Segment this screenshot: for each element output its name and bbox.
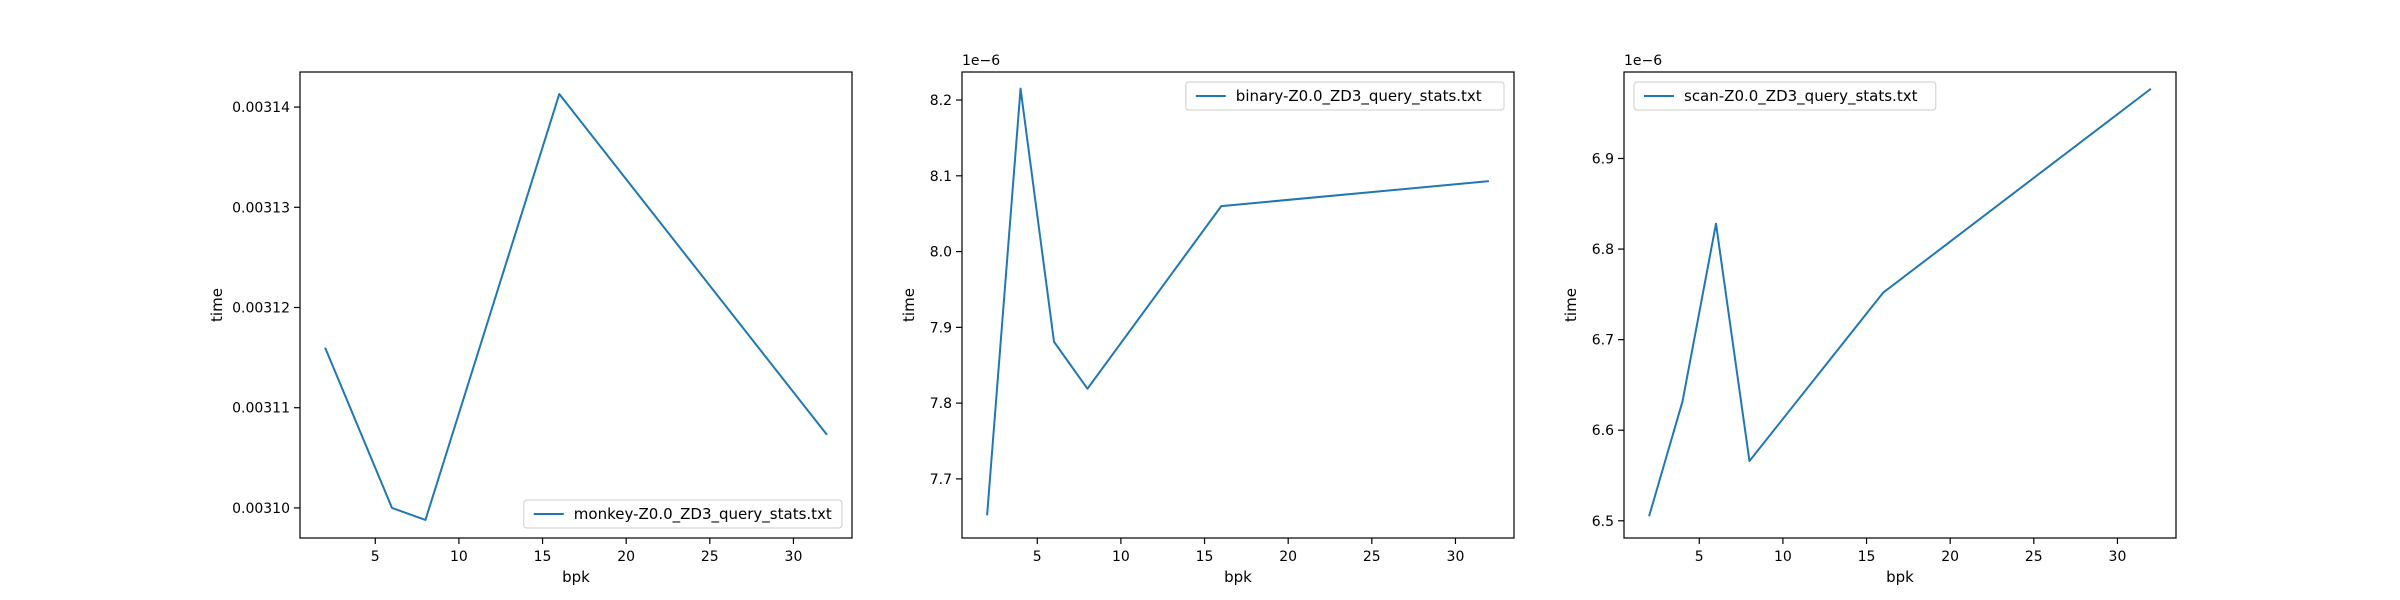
y-tick-label: 6.7	[1592, 333, 1614, 349]
x-tick-label: 25	[2025, 549, 2043, 565]
x-tick-label: 25	[701, 549, 719, 565]
y-tick-label: 8.2	[930, 93, 952, 109]
y-offset-label: 1e−6	[1624, 53, 1662, 69]
series-line	[324, 93, 828, 521]
x-tick-label: 5	[371, 549, 380, 565]
x-tick-label: 15	[534, 549, 552, 565]
chart-panel-1: 5 10 15 20 25 30 0.00310 0.00311 0.00312 0.00313 0…	[208, 71, 853, 586]
y-tick-label: 0.00314	[232, 100, 290, 116]
series-line	[1648, 87, 2152, 517]
plot-frame	[1623, 71, 2177, 539]
y-axis-label: time	[208, 288, 226, 322]
x-tick-label: 15	[1196, 549, 1214, 565]
x-tick-label: 30	[2109, 549, 2127, 565]
chart-panel-2: 5 10 15 20 25 30 7.7 7.8 7.9 8.0 8.1 8.2 1e−6 bpk time…	[900, 53, 1515, 586]
x-tick-label: 10	[450, 549, 468, 565]
plot-frame	[299, 71, 853, 539]
y-tick-label: 8.0	[930, 245, 952, 261]
x-tick-label: 10	[1112, 549, 1130, 565]
plot-frame	[961, 71, 1515, 539]
x-axis-label: bpk	[562, 568, 590, 586]
y-tick-label: 0.00310	[232, 501, 290, 517]
x-tick-label: 20	[1941, 549, 1959, 565]
x-tick-label: 20	[617, 549, 635, 565]
chart-panel-3: 5 10 15 20 25 30 6.5 6.6 6.7 6.8 6.9 1e−6 bpk time sca…	[1562, 53, 2177, 586]
x-axis-label: bpk	[1224, 568, 1252, 586]
legend: scan-Z0.0_ZD3_query_stats.txt	[1633, 81, 1937, 111]
legend-box	[1633, 81, 1937, 111]
series-line	[986, 87, 1490, 516]
x-axis-label: bpk	[1886, 568, 1914, 586]
y-tick-label: 0.00312	[232, 301, 290, 317]
y-tick-label: 6.9	[1592, 151, 1614, 167]
y-offset-label: 1e−6	[962, 53, 1000, 69]
legend: monkey-Z0.0_ZD3_query_stats.txt	[523, 499, 843, 529]
x-tick-label: 25	[1363, 549, 1381, 565]
y-tick-label: 7.9	[930, 320, 952, 336]
y-tick-label: 6.8	[1592, 242, 1614, 258]
y-tick-label: 7.7	[930, 472, 952, 488]
y-axis-label: time	[1562, 288, 1580, 322]
y-tick-label: 6.5	[1592, 514, 1614, 530]
x-tick-label: 15	[1858, 549, 1876, 565]
x-tick-label: 30	[1447, 549, 1465, 565]
legend-label: monkey-Z0.0_ZD3_query_stats.txt	[574, 505, 832, 524]
x-tick-label: 30	[785, 549, 803, 565]
x-tick-label: 5	[1695, 549, 1704, 565]
y-tick-label: 8.1	[930, 169, 952, 185]
legend-box	[523, 499, 843, 529]
y-axis-label: time	[900, 288, 918, 322]
y-tick-label: 0.00311	[232, 401, 290, 417]
legend-label: binary-Z0.0_ZD3_query_stats.txt	[1236, 87, 1482, 106]
legend: binary-Z0.0_ZD3_query_stats.txt	[1185, 81, 1505, 111]
x-tick-label: 20	[1279, 549, 1297, 565]
legend-label: scan-Z0.0_ZD3_query_stats.txt	[1684, 87, 1918, 106]
y-tick-label: 6.6	[1592, 423, 1614, 439]
legend-box	[1185, 81, 1505, 111]
y-tick-label: 0.00313	[232, 200, 290, 216]
y-tick-label: 7.8	[930, 396, 952, 412]
x-tick-label: 10	[1774, 549, 1792, 565]
x-tick-label: 5	[1033, 549, 1042, 565]
